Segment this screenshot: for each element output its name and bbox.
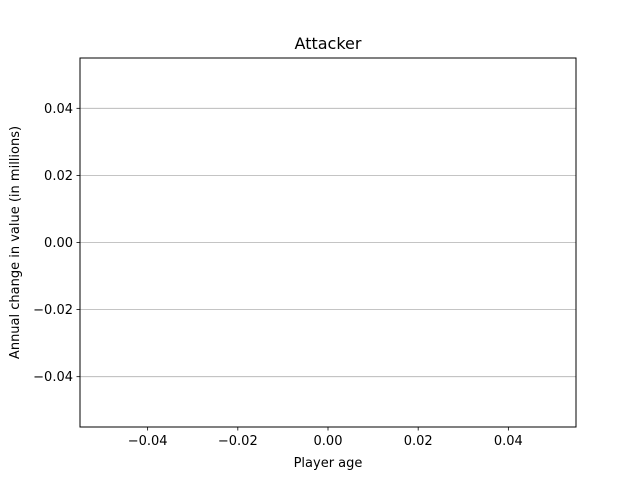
y-tick-label: 0.04 <box>44 102 73 117</box>
y-tick-label: 0.02 <box>44 169 73 184</box>
x-tick-label: 0.00 <box>314 434 343 449</box>
x-tick-label: −0.02 <box>218 434 258 449</box>
x-tick-label: 0.02 <box>404 434 433 449</box>
y-axis-ticks: 0.04 0.02 0.00 −0.02 −0.04 <box>33 102 80 385</box>
x-axis-label: Player age <box>294 456 363 471</box>
grid-lines <box>80 107 576 378</box>
x-axis-ticks: −0.04 −0.02 0.00 0.02 0.04 <box>128 427 523 449</box>
y-tick-label: −0.02 <box>33 303 73 318</box>
x-tick-label: 0.04 <box>494 434 523 449</box>
y-tick-label: 0.00 <box>44 236 73 251</box>
chart-title: Attacker <box>295 34 362 53</box>
x-tick-label: −0.04 <box>128 434 168 449</box>
y-axis-label: Annual change in value (in millions) <box>8 126 23 359</box>
y-tick-label: −0.04 <box>33 370 73 385</box>
